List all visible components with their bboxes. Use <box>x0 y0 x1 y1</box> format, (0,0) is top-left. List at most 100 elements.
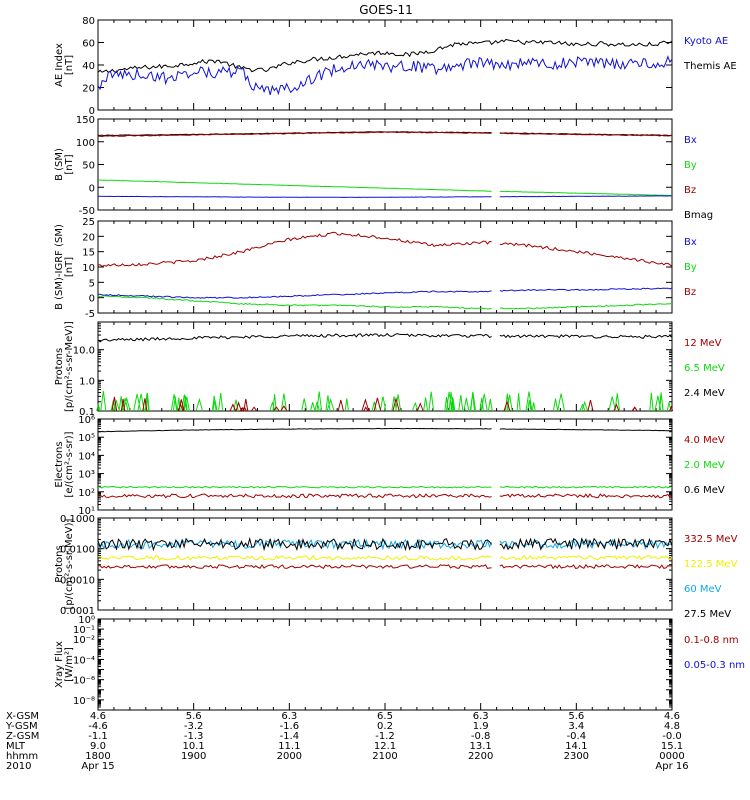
legend-prot1: 2.4 MeV <box>684 388 725 399</box>
axis-value: 10.1 <box>183 741 205 752</box>
ylabel-bgrf: B (SM)-IGRF (SM) <box>54 224 65 310</box>
legend-ae: Kyoto AE <box>684 36 728 47</box>
legend-prot2: 60 MeV <box>684 584 722 595</box>
ytick-label-ae: 60 <box>82 39 95 50</box>
panel-frame-prot2 <box>97 517 673 611</box>
legend-bgrf: By <box>684 262 697 273</box>
ylabel-prot2: [p/(cm²-s-sr-MeV)] <box>64 518 75 609</box>
date-label: Apr 15 <box>81 761 114 772</box>
axis-value: 9.0 <box>90 741 106 752</box>
ylabel-elec: Electrons <box>54 441 65 487</box>
series-bsm-1 <box>97 131 673 138</box>
ylabel-xray: Xray Flux <box>54 641 65 688</box>
ytick-label-xray: 10⁻⁴ <box>73 655 95 666</box>
ytick-label-ae: 0 <box>89 106 95 117</box>
axis-value: 1900 <box>181 751 206 762</box>
date-label: Apr 16 <box>655 761 688 772</box>
ytick-label-prot1: 1.0 <box>79 376 95 387</box>
legend-bgrf: Bz <box>684 287 696 298</box>
ytick-label-prot1: 0.1 <box>79 407 95 418</box>
panel-frame-elec <box>97 418 673 511</box>
axis-value: 6.3 <box>473 711 489 722</box>
axis-value: -0.8 <box>471 731 491 742</box>
series-elec-1 <box>97 485 673 489</box>
ylabel-ae: AE Index <box>54 43 65 87</box>
ytick-label-prot2: 0.0010 <box>60 575 95 586</box>
axis-value: 2000 <box>277 751 302 762</box>
ytick-label-prot2: 0.0100 <box>60 545 95 556</box>
spikes-prot1-1 <box>96 390 672 412</box>
ylabel-bsm: B (SM) <box>54 148 65 181</box>
series-bgrf-2 <box>97 295 673 310</box>
axis-value: 6.3 <box>281 711 297 722</box>
spikes-prot1-2 <box>111 396 674 412</box>
ytick-label-ae: 20 <box>82 84 95 95</box>
axis-value: 6.5 <box>377 711 393 722</box>
axis-value: 11.1 <box>278 741 300 752</box>
axis-value: 5.6 <box>568 711 584 722</box>
ylabel-prot2: Protons <box>54 545 65 582</box>
axis-value: 4.6 <box>90 711 106 722</box>
axis-value: -0.0 <box>662 731 682 742</box>
series-prot2-3 <box>97 536 673 552</box>
legend-xray: 0.1-0.8 nm <box>684 635 739 646</box>
ytick-label-xray: 10⁰ <box>78 615 95 626</box>
row-label: X-GSM <box>6 711 39 722</box>
series-ae-1 <box>97 55 673 96</box>
axis-value: 4.6 <box>664 711 680 722</box>
row-label: 2010 <box>6 761 31 772</box>
ytick-label-bsm: 150 <box>76 115 95 126</box>
series-bgrf-0 <box>97 231 673 267</box>
legend-bgrf: Bx <box>684 237 697 248</box>
ytick-label-bsm: 50 <box>82 161 95 172</box>
row-label: hhmm <box>6 751 38 762</box>
ytick-label-bgrf: 20 <box>82 232 95 243</box>
series-prot2-1 <box>97 554 673 561</box>
legend-prot2: 122.5 MeV <box>684 559 738 570</box>
legend-bsm: By <box>684 160 697 171</box>
ytick-label-prot2: 0.1000 <box>60 514 95 525</box>
axis-value: 1.9 <box>473 721 489 732</box>
legend-ae: Themis AE <box>683 61 737 72</box>
legend-xray: 0.05-0.3 nm <box>684 660 745 671</box>
axis-value: 0.2 <box>377 721 393 732</box>
axis-value: 0000 <box>659 751 684 762</box>
series-bgrf-1 <box>97 287 673 299</box>
axis-value: 4.8 <box>664 721 680 732</box>
ytick-label-bgrf: 0 <box>89 294 95 305</box>
ytick-label-bgrf: 10 <box>82 263 95 274</box>
axis-value: 13.1 <box>470 741 492 752</box>
legend-prot2: 27.5 MeV <box>684 609 731 620</box>
axis-value: 12.1 <box>374 741 396 752</box>
legend-elec: 4.0 MeV <box>684 435 725 446</box>
legend-prot1: 12 MeV <box>684 338 722 349</box>
panel-frame-xray <box>97 618 673 711</box>
axis-value: 2200 <box>468 751 493 762</box>
series-prot2-0 <box>97 563 673 570</box>
axis-value: 15.1 <box>661 741 683 752</box>
axis-value: 3.4 <box>568 721 584 732</box>
ytick-label-elec: 10⁵ <box>78 433 95 444</box>
ytick-label-bsm: 0 <box>89 183 95 194</box>
axis-value: -1.2 <box>375 731 395 742</box>
legend-prot1: 6.5 MeV <box>684 363 725 374</box>
row-label: Z-GSM <box>6 731 39 742</box>
axis-value: -3.2 <box>184 721 204 732</box>
ytick-label-elec: 10⁶ <box>78 415 95 426</box>
ylabel-bgrf: [nT] <box>64 257 75 277</box>
ylabel-elec: [e/(cm²-s-sr)] <box>64 431 75 497</box>
ytick-label-elec: 10¹ <box>78 506 95 517</box>
ytick-label-xray: 10⁻² <box>73 635 95 646</box>
series-elec-2 <box>97 493 673 499</box>
ylabel-prot1: [p/(cm²-s-sr-MeV)] <box>64 321 75 412</box>
axis-value: -0.4 <box>567 731 587 742</box>
row-label: Y-GSM <box>5 721 38 732</box>
legend-prot2: 332.5 MeV <box>684 534 738 545</box>
ylabel-xray: [W/m²] <box>64 647 75 682</box>
ytick-label-prot1: 10.0 <box>73 346 95 357</box>
legend-elec: 2.0 MeV <box>684 460 725 471</box>
legend-bsm: Bmag <box>684 210 713 221</box>
ytick-label-bsm: 100 <box>76 138 95 149</box>
ytick-label-bsm: -50 <box>79 206 95 217</box>
